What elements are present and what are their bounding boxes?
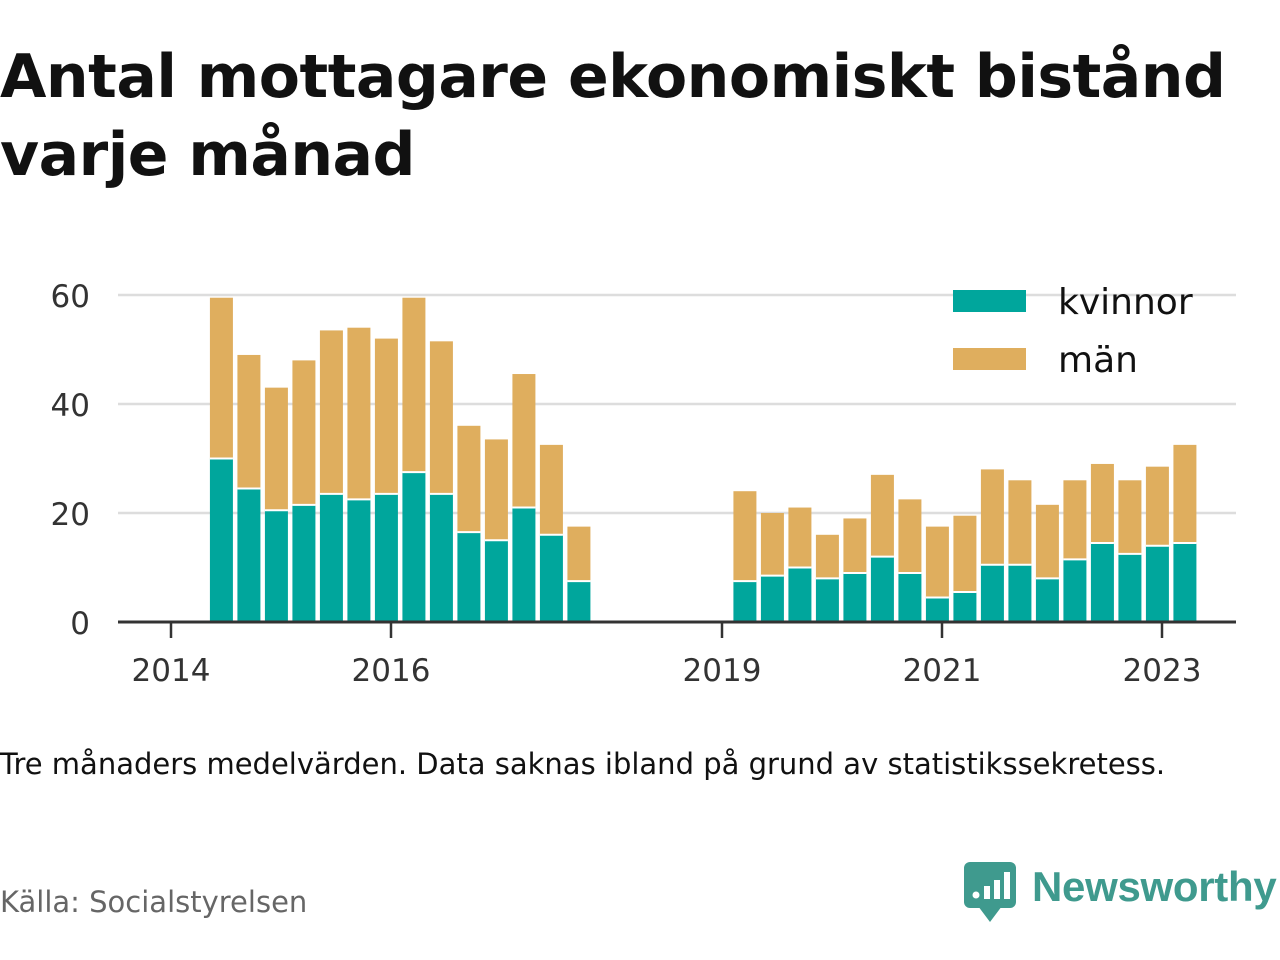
bar-kvinnor xyxy=(788,567,812,622)
bar-kvinnor xyxy=(760,575,784,622)
bar-kvinnor xyxy=(733,581,757,622)
bar-man xyxy=(760,513,784,576)
bar-kvinnor xyxy=(402,472,426,622)
bars xyxy=(209,297,1197,622)
x-axis: 2014 2016 2019 2021 2023 xyxy=(118,620,1236,689)
bar-kvinnor xyxy=(1090,542,1114,622)
bar-kvinnor xyxy=(539,534,563,622)
y-tick-label: 60 xyxy=(51,279,90,315)
bar-kvinnor xyxy=(209,458,233,622)
bar-man xyxy=(1035,504,1059,579)
bar-man xyxy=(925,526,949,598)
x-tick-label: 2016 xyxy=(352,653,431,689)
bar-kvinnor xyxy=(1035,578,1059,622)
bar-man xyxy=(347,327,371,500)
bar-man xyxy=(484,439,508,541)
y-tick-label: 20 xyxy=(51,497,90,533)
x-tick-label: 2021 xyxy=(903,653,982,689)
bar-man xyxy=(980,469,1004,565)
bar-man xyxy=(733,491,757,582)
bar-man xyxy=(1145,466,1169,546)
legend-label: kvinnor xyxy=(1058,282,1193,323)
bar-man xyxy=(374,338,398,494)
bar-kvinnor xyxy=(512,507,536,622)
bar-kvinnor xyxy=(1008,564,1032,622)
legend-label: män xyxy=(1058,340,1138,381)
x-tick-label: 2023 xyxy=(1123,653,1202,689)
bar-man xyxy=(1173,444,1197,543)
x-tick-label: 2014 xyxy=(132,653,211,689)
bar-kvinnor xyxy=(953,592,977,622)
legend: kvinnor män xyxy=(953,282,1193,381)
bar-kvinnor xyxy=(237,488,261,622)
bar-man xyxy=(292,360,316,505)
bar-man xyxy=(1090,463,1114,543)
bar-kvinnor xyxy=(1118,553,1142,622)
bar-man xyxy=(319,330,343,494)
bar-man xyxy=(788,507,812,568)
y-tick-label: 40 xyxy=(51,388,90,424)
bar-man xyxy=(870,474,894,557)
bar-man xyxy=(539,444,563,535)
bar-kvinnor xyxy=(1173,542,1197,622)
bar-kvinnor xyxy=(815,578,839,622)
stacked-bar-chart: 0 20 40 60 2014 2016 2019 2021 2023 kvinnor män xyxy=(51,279,1236,689)
bar-man xyxy=(567,526,591,582)
newsworthy-logo-icon xyxy=(964,862,1016,922)
chart-note: Tre månaders medelvärden. Data saknas ib… xyxy=(0,747,1166,781)
bar-man xyxy=(1118,480,1142,554)
bar-man xyxy=(209,297,233,459)
brand-name: Newsworthy xyxy=(1032,863,1277,910)
bar-kvinnor xyxy=(1145,545,1169,622)
bar-man xyxy=(512,374,536,508)
bar-man xyxy=(953,515,977,593)
source-credit: Källa: Socialstyrelsen xyxy=(0,885,308,919)
bar-man xyxy=(264,387,288,511)
bar-kvinnor xyxy=(374,493,398,622)
bar-kvinnor xyxy=(429,493,453,622)
bar-kvinnor xyxy=(319,493,343,622)
bar-kvinnor xyxy=(292,504,316,622)
bar-kvinnor xyxy=(457,532,481,622)
y-tick-label: 0 xyxy=(70,606,90,642)
bar-kvinnor xyxy=(264,510,288,622)
bar-kvinnor xyxy=(484,540,508,622)
bar-kvinnor xyxy=(870,556,894,622)
bar-man xyxy=(898,499,922,573)
bar-kvinnor xyxy=(347,499,371,622)
bar-man xyxy=(843,518,867,573)
y-axis: 0 20 40 60 xyxy=(51,279,90,642)
x-tick-label: 2019 xyxy=(683,653,762,689)
chart-title: Antal mottagare ekonomiskt bistånd varje… xyxy=(0,42,1226,190)
bar-kvinnor xyxy=(980,564,1004,622)
bar-kvinnor xyxy=(1063,559,1087,622)
bar-man xyxy=(1063,480,1087,560)
bar-kvinnor xyxy=(567,581,591,622)
brand-logo[interactable]: Newsworthy xyxy=(964,862,1277,926)
legend-swatch xyxy=(953,348,1026,370)
legend-swatch xyxy=(953,290,1026,312)
bar-man xyxy=(402,297,426,473)
bar-man xyxy=(429,341,453,494)
bar-kvinnor xyxy=(843,572,867,622)
bar-man xyxy=(815,534,839,579)
bar-kvinnor xyxy=(898,572,922,622)
bar-man xyxy=(237,354,261,489)
bar-man xyxy=(457,425,481,533)
bar-kvinnor xyxy=(925,597,949,622)
bar-man xyxy=(1008,480,1032,565)
